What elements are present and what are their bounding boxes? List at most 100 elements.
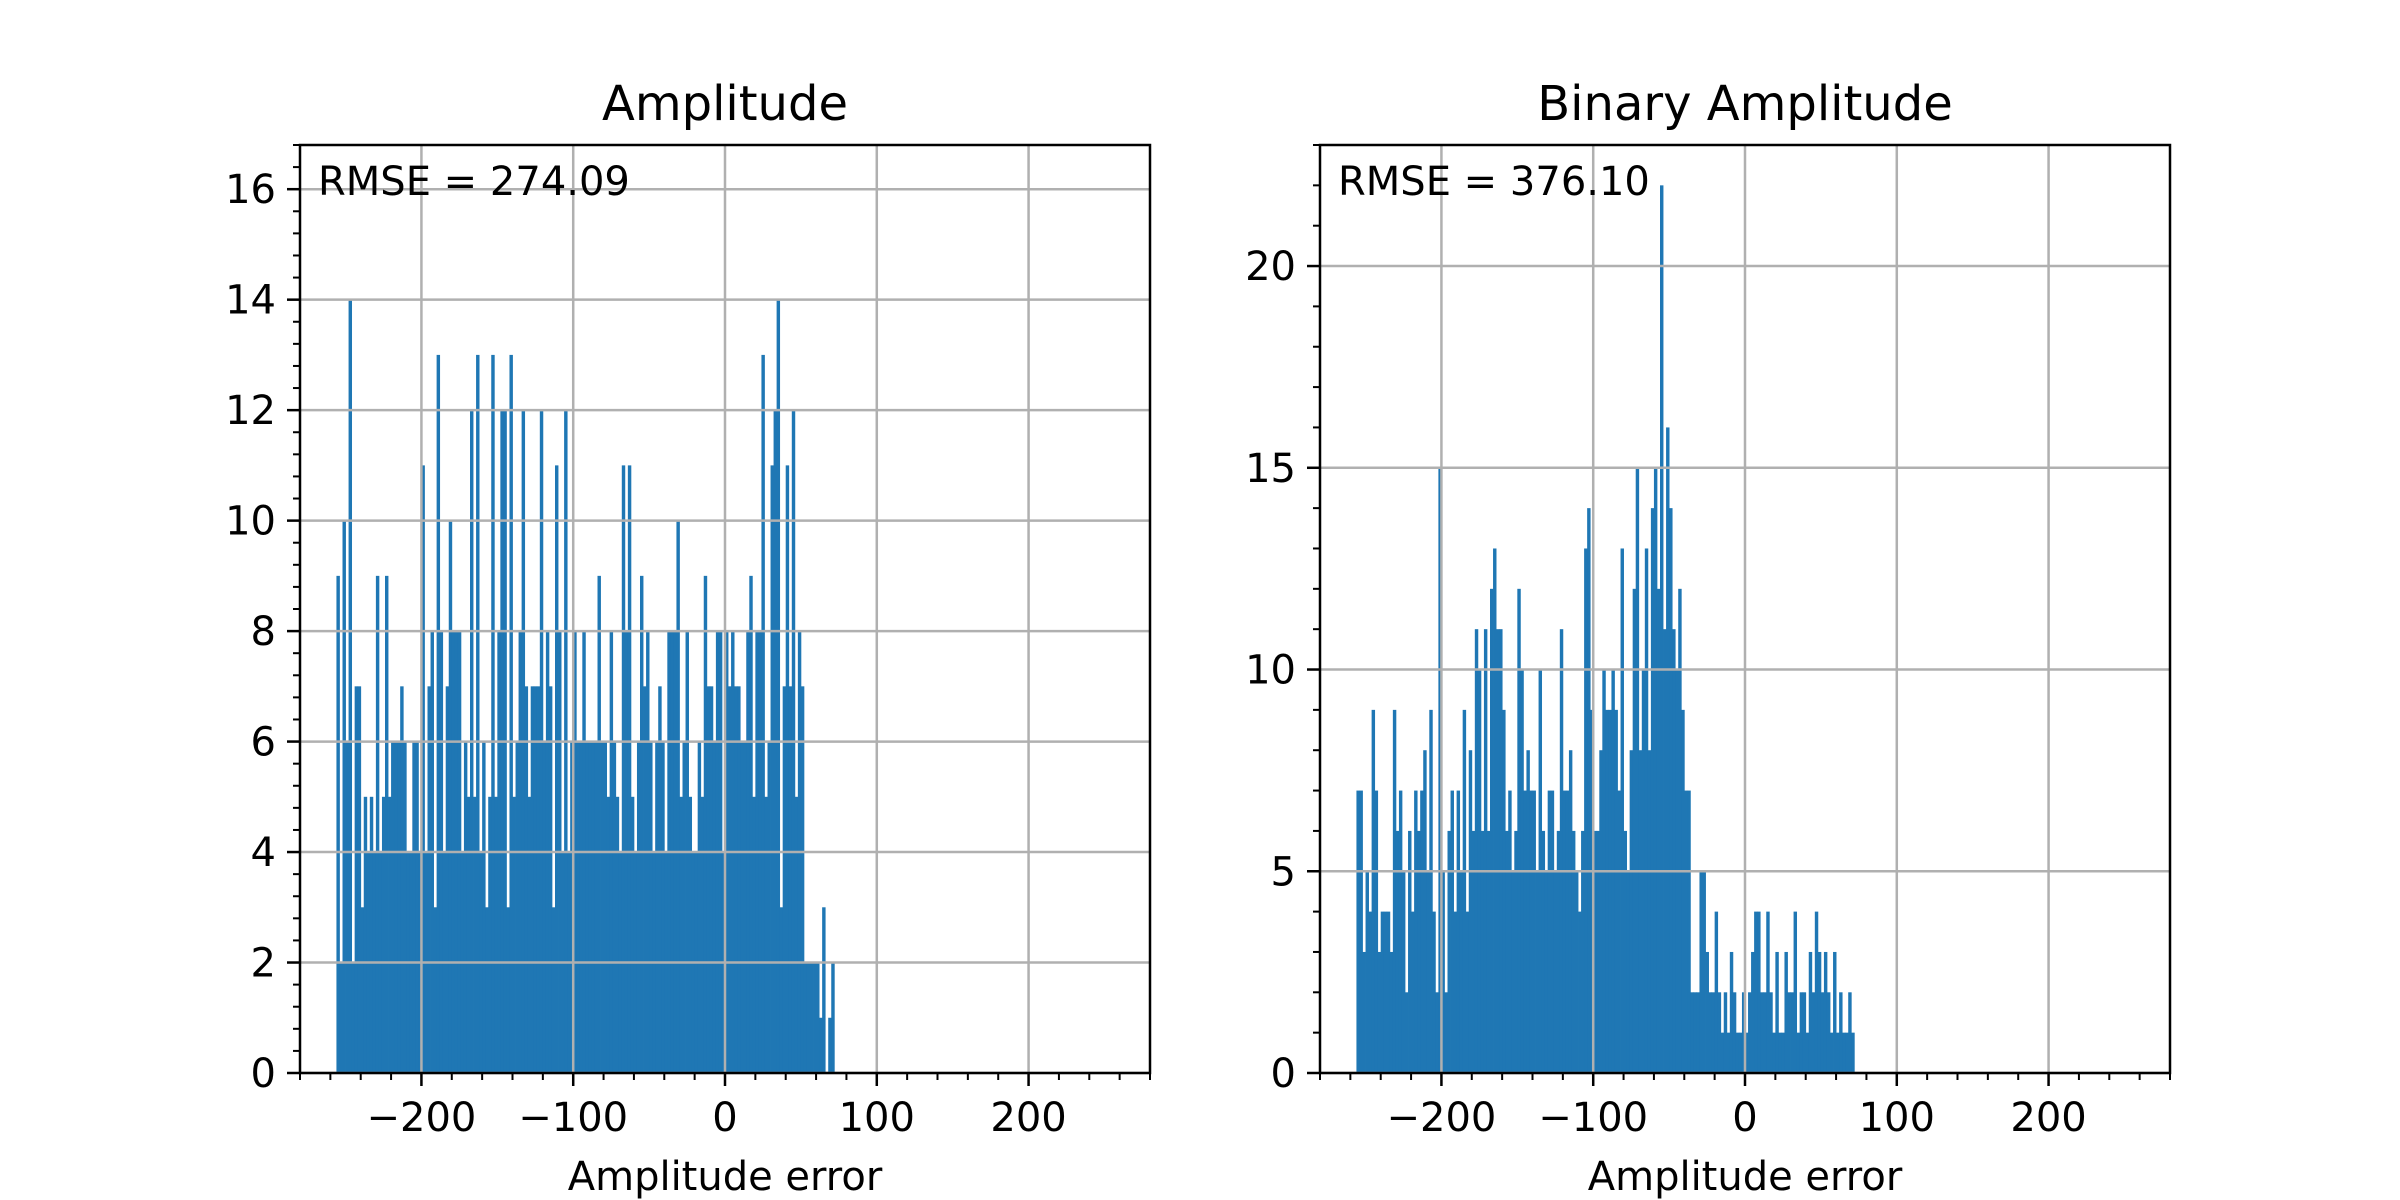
histogram-bar: [1620, 548, 1624, 1073]
histogram-bar: [1760, 992, 1764, 1073]
histogram-bar: [512, 796, 516, 1073]
histogram-bar: [600, 741, 604, 1073]
histogram-bar: [1575, 871, 1579, 1073]
histogram-bar: [1508, 790, 1512, 1073]
histogram-bar: [1814, 911, 1819, 1073]
histogram-bar: [800, 686, 805, 1073]
histogram-bar: [630, 796, 635, 1073]
histogram-bar: [1374, 790, 1379, 1073]
histogram-bar: [363, 796, 368, 1073]
histogram-bar: [649, 741, 653, 1073]
histogram-bar: [1836, 1032, 1840, 1073]
histogram-bar: [1741, 992, 1746, 1073]
histogram-bar: [1769, 992, 1773, 1073]
histogram-bar: [1562, 790, 1567, 1073]
histogram-bar: [345, 741, 349, 1073]
histogram-bar: [621, 465, 626, 1073]
histogram-bar: [1732, 992, 1737, 1073]
histogram-bar: [415, 741, 419, 1073]
histogram-bar: [1523, 790, 1527, 1073]
rmse-annotation: RMSE = 376.10: [1338, 159, 1650, 205]
histogram-bar: [1669, 508, 1673, 1073]
histogram-bar: [700, 796, 705, 1073]
histogram-bar: [1811, 992, 1816, 1073]
y-tick-label: 10: [225, 499, 276, 545]
histogram-bar: [533, 686, 538, 1073]
histogram-bar: [1790, 992, 1794, 1073]
y-tick-label: 8: [251, 609, 276, 655]
histogram-bar: [828, 1017, 832, 1073]
histogram-bar: [1623, 830, 1628, 1073]
histogram-bar: [661, 741, 665, 1073]
histogram-bar: [688, 796, 693, 1073]
histogram-bar: [476, 354, 480, 1073]
histogram-bar: [1584, 548, 1588, 1073]
histogram-bar: [348, 299, 353, 1073]
y-tick-label: 0: [1271, 1051, 1296, 1097]
histogram-bar: [803, 962, 808, 1073]
histogram-bar: [1787, 992, 1791, 1073]
histogram-bar: [1714, 911, 1719, 1073]
histogram-bar: [643, 686, 647, 1073]
histogram-bar: [1547, 790, 1552, 1073]
histogram-bar: [1720, 1032, 1725, 1073]
histogram-bar: [1666, 427, 1670, 1073]
histogram-bar: [427, 686, 431, 1073]
y-tick-label: 12: [225, 388, 276, 434]
histogram-bar: [813, 962, 817, 1073]
histogram-bar: [354, 686, 359, 1073]
histogram-bar: [570, 741, 574, 1073]
histogram-bar: [1401, 871, 1406, 1073]
histogram-bar: [676, 520, 680, 1073]
histogram-bar: [1386, 911, 1391, 1073]
histogram-bar: [1699, 871, 1703, 1073]
histogram-bar: [1541, 830, 1546, 1073]
histogram-bar: [1571, 830, 1576, 1073]
y-tick-label: 20: [1245, 244, 1296, 290]
histogram-bar: [1738, 1032, 1743, 1073]
histogram-bar: [548, 686, 553, 1073]
histogram-bar: [761, 354, 765, 1073]
chart-panel-1: −200 −100 0 100 200 0 2 4 6 8 10 12 14 16 Amplitude Amp…: [225, 76, 1152, 1200]
histogram-bar: [1420, 790, 1424, 1073]
histogram-bar: [1587, 508, 1591, 1073]
histogram-bar: [1578, 911, 1582, 1073]
histogram-bar: [506, 907, 510, 1073]
histogram-bar: [433, 907, 438, 1073]
histogram-bar: [351, 962, 356, 1073]
histogram-bar: [782, 686, 787, 1073]
histogram-bar: [1459, 871, 1464, 1073]
histogram-bar: [1632, 588, 1637, 1073]
histogram-bar: [764, 796, 768, 1073]
histogram-bar: [636, 741, 641, 1073]
histogram-bars: [1356, 185, 1855, 1074]
histogram-bar: [1848, 992, 1852, 1073]
histogram-bar: [1842, 1032, 1846, 1073]
x-tick-label: −100: [1538, 1095, 1648, 1141]
histogram-bar: [357, 686, 362, 1073]
histogram-bar: [1653, 467, 1658, 1073]
histogram-bar: [1708, 992, 1713, 1073]
histogram-bar: [1362, 951, 1366, 1073]
histogram-bar: [1778, 1032, 1782, 1073]
histogram-bar: [1535, 871, 1539, 1073]
histogram-bar: [1681, 709, 1685, 1073]
histogram-bar: [1514, 830, 1518, 1073]
histogram-bar: [1568, 750, 1573, 1073]
histogram-bar: [391, 741, 395, 1073]
y-tick-label: 0: [251, 1051, 276, 1097]
histogram-bar: [555, 465, 559, 1073]
histogram-bar: [473, 796, 477, 1073]
histogram-bar: [1417, 830, 1421, 1073]
histogram-bar: [1751, 951, 1755, 1073]
histogram-bar: [1690, 992, 1694, 1073]
histogram-bar: [1590, 709, 1594, 1073]
histogram-bar: [1505, 830, 1509, 1073]
histogram-bar: [1757, 911, 1761, 1073]
histogram-bar: [1526, 750, 1530, 1073]
histogram-bar: [385, 575, 389, 1073]
x-tick-label: 100: [839, 1095, 915, 1141]
histogram-bar: [788, 686, 793, 1073]
histogram-bar: [1696, 992, 1700, 1073]
histogram-bar: [1726, 1032, 1731, 1073]
